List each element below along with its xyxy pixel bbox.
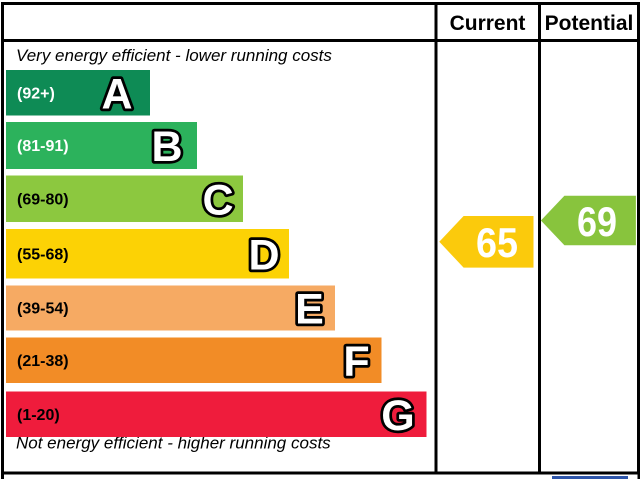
band-bar-g	[6, 392, 427, 438]
band-range-e: (39-54)	[17, 301, 69, 318]
band-letter-e: E	[295, 286, 324, 334]
current-column-header: Current	[450, 12, 526, 35]
header-bottom-border	[4, 39, 638, 42]
band-range-d: (55-68)	[17, 247, 69, 264]
band-letter-g: G	[381, 392, 414, 440]
band-letter-d: D	[248, 232, 279, 280]
potential-column-header: Potential	[545, 12, 634, 35]
band-letter-b: B	[151, 123, 182, 171]
potential-rating-value: 69	[577, 198, 617, 245]
band-letter-f: F	[343, 338, 369, 386]
bottom-left-border-stub	[1, 475, 4, 480]
current-rating-value: 65	[476, 219, 518, 266]
band-range-g: (1-20)	[17, 407, 60, 424]
top-caption: Very energy efficient - lower running co…	[16, 46, 332, 65]
band-range-a: (92+)	[17, 86, 55, 103]
band-letter-a: A	[101, 71, 132, 119]
band-letter-c: C	[202, 177, 233, 225]
potential-column-divider	[538, 5, 541, 472]
band-range-b: (81-91)	[17, 138, 69, 155]
band-range-f: (21-38)	[17, 353, 69, 370]
current-column-divider	[435, 5, 438, 472]
band-range-c: (69-80)	[17, 192, 69, 209]
